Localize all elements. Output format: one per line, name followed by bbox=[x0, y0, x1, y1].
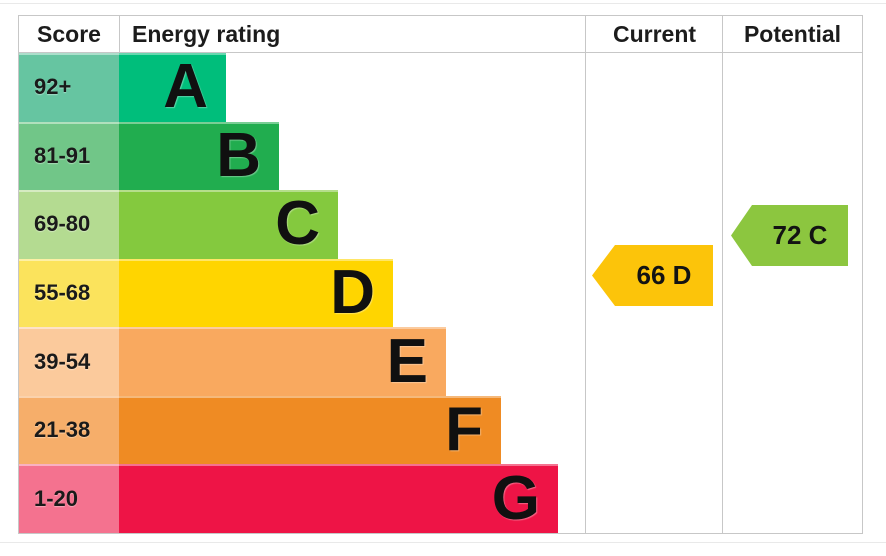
epc-band-list: 92+ A 81-91 B 69-80 C 55-68 D bbox=[19, 53, 862, 534]
band-row-d: 55-68 D bbox=[19, 258, 862, 328]
score-range-a: 92+ bbox=[19, 53, 119, 122]
band-bar-c: C bbox=[119, 190, 338, 259]
band-row-e: 39-54 E bbox=[19, 327, 862, 396]
band-bar-g: G bbox=[119, 463, 558, 534]
header-energy-rating: Energy rating bbox=[132, 20, 281, 47]
epc-table-header: Score Energy rating Current Potential bbox=[19, 16, 862, 53]
score-range-c: 69-80 bbox=[19, 190, 119, 259]
band-bar-b: B bbox=[119, 120, 279, 191]
band-bar-a: A bbox=[119, 53, 226, 122]
band-row-g: 1-20 G bbox=[19, 463, 862, 534]
band-row-a: 92+ A bbox=[19, 53, 862, 122]
header-score: Score bbox=[19, 16, 120, 52]
potential-rating-arrow: 72 C bbox=[731, 205, 848, 266]
band-letter-c: C bbox=[275, 189, 320, 259]
current-rating-arrow: 66 D bbox=[592, 245, 713, 306]
band-row-f: 21-38 F bbox=[19, 395, 862, 465]
score-range-b: 81-91 bbox=[19, 121, 119, 191]
divider-current-column bbox=[585, 16, 586, 533]
band-letter-b: B bbox=[216, 120, 261, 190]
band-bar-f: F bbox=[119, 395, 501, 465]
band-bar-e: E bbox=[119, 327, 446, 396]
band-letter-f: F bbox=[445, 395, 483, 465]
header-potential: Potential bbox=[743, 20, 842, 47]
score-range-e: 39-54 bbox=[19, 327, 119, 396]
band-letter-e: E bbox=[386, 326, 428, 396]
band-letter-a: A bbox=[163, 52, 208, 122]
band-row-b: 81-91 B bbox=[19, 120, 862, 191]
score-range-g: 1-20 bbox=[19, 464, 119, 534]
band-letter-g: G bbox=[491, 463, 540, 533]
score-range-d: 55-68 bbox=[19, 258, 119, 328]
page-bottom-divider bbox=[0, 542, 886, 543]
divider-potential-column bbox=[722, 16, 723, 533]
band-row-c: 69-80 C bbox=[19, 190, 862, 259]
epc-table: Score Energy rating Current Potential 92… bbox=[18, 15, 863, 534]
score-range-f: 21-38 bbox=[19, 395, 119, 465]
band-bar-d: D bbox=[119, 258, 393, 328]
page-top-divider bbox=[0, 3, 886, 4]
header-current: Current bbox=[612, 20, 697, 47]
band-letter-d: D bbox=[330, 258, 375, 328]
